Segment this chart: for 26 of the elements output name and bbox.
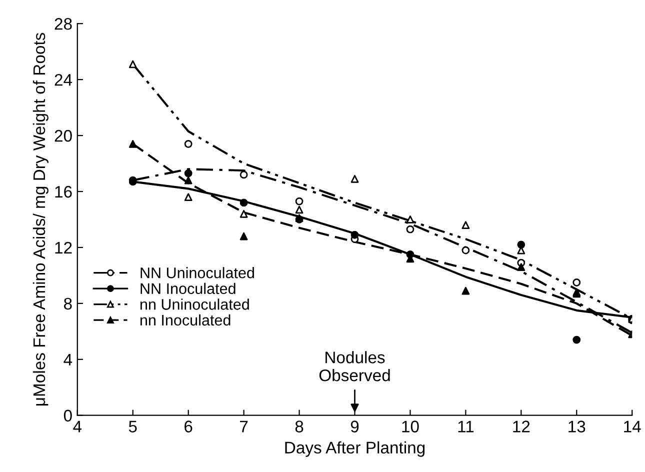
y-tick-label: 20 — [54, 130, 72, 142]
x-tick-label: 7 — [240, 420, 248, 432]
x-tick-label: 4 — [73, 420, 82, 432]
legend-label: nn Uninoculated — [140, 298, 249, 310]
x-tick-label: 10 — [402, 420, 419, 432]
x-tick-label: 14 — [624, 420, 641, 432]
y-tick-label: 24 — [54, 74, 72, 86]
annotation: Nodules Observed — [319, 351, 390, 382]
legend-label: NN Uninoculated — [140, 267, 254, 278]
y-axis-title: μMoles Free Amino Acids/ mg Dry Weight of Roots — [32, 32, 48, 406]
legend-label: nn Inoculated — [140, 314, 230, 326]
y-tick-label: 0 — [64, 410, 72, 422]
y-tick-label: 16 — [55, 186, 72, 198]
legend-label: NN Inoculated — [140, 282, 236, 294]
y-tick-label: 4 — [64, 354, 72, 366]
x-tick-label: 6 — [184, 420, 192, 432]
x-tick-label: 13 — [568, 420, 586, 432]
x-tick-label: 8 — [295, 420, 304, 432]
x-tick-label: 11 — [458, 420, 474, 432]
y-tick-label: 12 — [55, 242, 72, 254]
x-tick-label: 9 — [350, 420, 359, 432]
x-tick-label: 12 — [513, 420, 530, 432]
x-tick-label: 5 — [128, 420, 137, 432]
y-tick-label: 28 — [54, 18, 72, 30]
y-tick-label: 8 — [64, 298, 72, 310]
x-axis-title: Days After Planting — [285, 441, 425, 457]
